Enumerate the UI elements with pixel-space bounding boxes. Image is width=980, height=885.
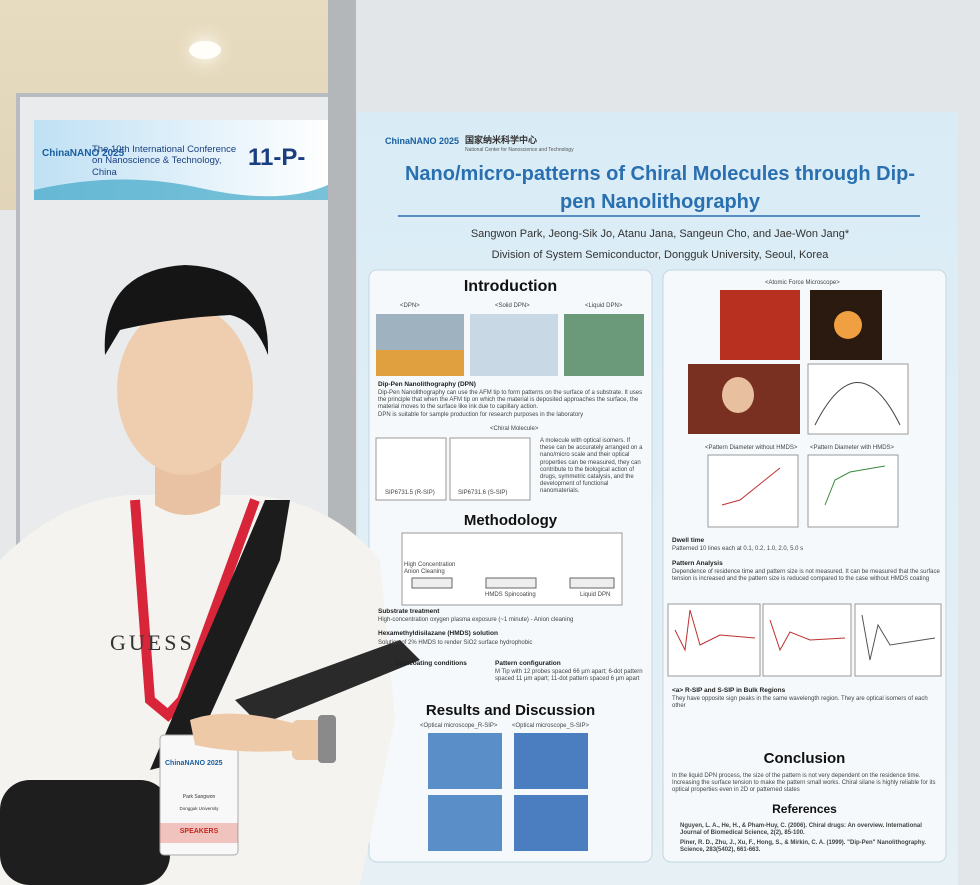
quartz bbox=[411, 577, 453, 589]
banner-conference: The 10th International Conference on Nan… bbox=[92, 144, 237, 178]
lanyard bbox=[130, 498, 260, 722]
watch bbox=[318, 715, 336, 763]
section-heading: References bbox=[772, 802, 837, 816]
section-heading: Methodology bbox=[463, 512, 558, 529]
cd-curve bbox=[769, 619, 846, 652]
body-text: Patterned 10 lines each at 0.1, 0.2, 1.0… bbox=[672, 546, 804, 552]
profile-curve bbox=[814, 382, 901, 426]
method-diagram bbox=[401, 532, 623, 606]
subheading: Pattern configuration bbox=[495, 660, 561, 667]
cd-plot bbox=[667, 603, 761, 677]
cd-plot bbox=[762, 603, 852, 677]
subheading: Pattern Analysis bbox=[672, 560, 723, 567]
poster-logo: ChinaNANO 2025 bbox=[385, 136, 460, 146]
profile-plot bbox=[807, 363, 909, 435]
body-text: Solution of 2% HMDS to render SiO2 surfa… bbox=[378, 640, 533, 646]
figure-label: <Optical microscope_S-SIP> bbox=[512, 723, 590, 729]
badge-org: Dongguk University bbox=[179, 806, 219, 811]
step-label: HMDS Spincoating bbox=[485, 592, 536, 598]
center-en: National Center for Nanoscience and Tech… bbox=[465, 147, 574, 153]
micro-image bbox=[428, 733, 502, 789]
figure-label: <DPN> bbox=[400, 303, 420, 309]
face bbox=[117, 305, 253, 475]
figure-label: <Solid DPN> bbox=[495, 303, 530, 309]
plot bbox=[807, 454, 899, 528]
body-text: High-concentration oxygen plasma exposur… bbox=[378, 617, 574, 623]
tablet bbox=[235, 640, 420, 725]
badge-band bbox=[160, 823, 238, 843]
body-text: They have opposite sign peaks in the sam… bbox=[672, 696, 928, 710]
section-heading: Results and Discussion bbox=[425, 702, 596, 719]
reference: Piner, R. D., Zhu, J., Xu, F., Hong, S.,… bbox=[680, 840, 927, 854]
shirt-print: GUESS bbox=[110, 630, 195, 655]
cd-curve bbox=[674, 609, 756, 652]
poster-title: Nano/micro-patterns of Chiral Molecules … bbox=[404, 163, 916, 213]
bag bbox=[0, 780, 170, 885]
body-text: In the liquid DPN process, the size of t… bbox=[672, 773, 936, 794]
body-text: Dip-Pen Nanolithography can use the AFM … bbox=[378, 390, 643, 411]
plot-line bbox=[721, 467, 781, 506]
banner-wave bbox=[34, 179, 328, 200]
body-text: Dependence of residence time and pattern… bbox=[672, 569, 940, 583]
banner-board: 11-P- bbox=[248, 144, 306, 171]
body-text: DPN is suitable for sample production fo… bbox=[378, 412, 584, 418]
figure-label: <Atomic Force Microscope> bbox=[765, 280, 840, 286]
body-text: A molecule with optical isomers. If thes… bbox=[540, 438, 643, 495]
lamp bbox=[189, 41, 221, 59]
figure-label: <Chiral Molecule> bbox=[490, 426, 539, 432]
micro-image bbox=[428, 795, 502, 851]
affiliation: Division of System Semiconductor, Donggu… bbox=[491, 249, 829, 261]
center-cn: 国家纳米科学中心 bbox=[465, 135, 538, 145]
figure-label: <Liquid DPN> bbox=[585, 303, 623, 309]
afm-peak bbox=[722, 377, 754, 413]
solid-dpn-figure bbox=[470, 314, 558, 376]
cd-plot bbox=[854, 603, 942, 677]
badge-name: Park Sangwon bbox=[182, 794, 216, 800]
hand bbox=[190, 713, 300, 752]
plot bbox=[707, 454, 799, 528]
quartz bbox=[569, 577, 615, 589]
hair bbox=[104, 265, 269, 355]
micro-image bbox=[514, 733, 588, 789]
figure-label: <Pattern Diameter without HMDS> bbox=[705, 445, 798, 451]
step-label: Liquid DPN bbox=[580, 592, 611, 598]
cd-curve bbox=[861, 614, 936, 661]
step-label: High Concentration Anion Cleaning bbox=[404, 562, 456, 576]
dpn-substrate bbox=[376, 350, 464, 376]
body-text: M Tip with 12 probes spaced 66 µm apart;… bbox=[495, 669, 643, 683]
molecule-r bbox=[375, 437, 447, 501]
molecule-name: SIP6731.6 (S-SIP) bbox=[458, 490, 508, 496]
figure-label: <Pattern Diameter with HMDS> bbox=[810, 445, 895, 451]
subheading: Spincoating conditions bbox=[395, 660, 467, 667]
authors: Sangwon Park, Jeong-Sik Jo, Atanu Jana, … bbox=[470, 228, 850, 240]
section-heading: Introduction bbox=[463, 278, 558, 295]
molecule-s bbox=[449, 437, 531, 501]
afm-image bbox=[720, 290, 800, 360]
plot-line bbox=[824, 465, 886, 506]
badge-role: SPEAKERS bbox=[179, 828, 219, 835]
bag-strap bbox=[150, 500, 290, 770]
banner-logo: ChinaNANO 2025 bbox=[42, 148, 125, 159]
badge-logo: ChinaNANO 2025 bbox=[165, 760, 223, 767]
afm-dot bbox=[834, 311, 862, 339]
subheading: Dwell time bbox=[672, 537, 705, 544]
subheading: Substrate treatment bbox=[378, 608, 440, 615]
section-heading: Conclusion bbox=[763, 750, 846, 767]
quartz bbox=[485, 577, 537, 589]
subheading: <a> R-SIP and S-SIP in Bulk Regions bbox=[672, 687, 786, 694]
subheading: Hexamethyldisilazane (HMDS) solution bbox=[378, 630, 498, 637]
molecule-name: SIP6731.5 (R-SIP) bbox=[385, 490, 435, 496]
micro-image bbox=[514, 795, 588, 851]
liquid-dpn-figure bbox=[564, 314, 644, 376]
subheading: Dip-Pen Nanolithography (DPN) bbox=[378, 381, 476, 388]
reference: Nguyen, L. A., He, H., & Pham-Huy, C. (2… bbox=[680, 823, 922, 837]
figure-label: <Optical microscope_R-SIP> bbox=[420, 723, 498, 729]
